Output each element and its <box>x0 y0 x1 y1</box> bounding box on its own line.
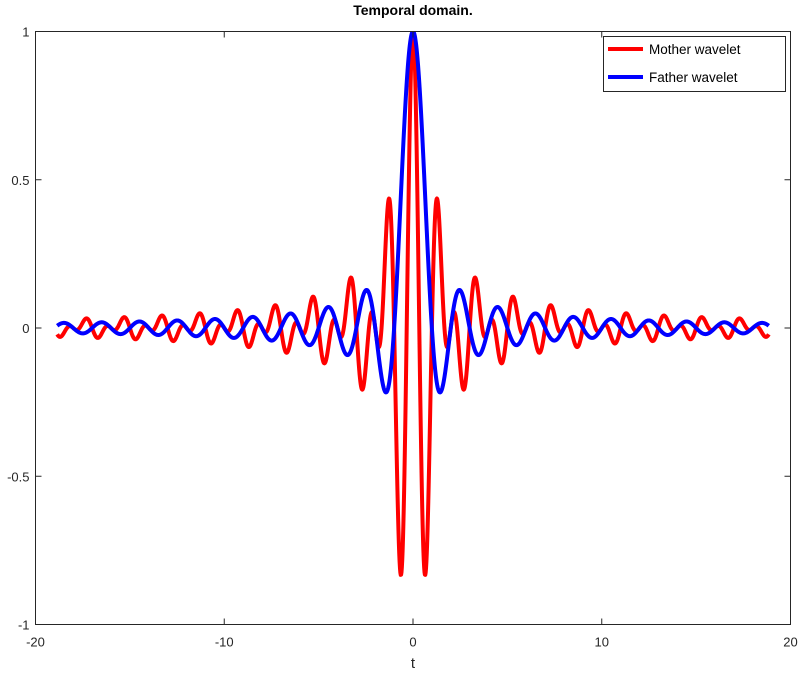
x-axis-label: t <box>411 655 416 672</box>
y-tick-label: 0 <box>22 321 29 336</box>
x-tick-label: -10 <box>215 635 234 650</box>
x-tick-label: 0 <box>409 635 416 650</box>
y-tick-label: -0.5 <box>7 469 29 484</box>
y-tick-label: 1 <box>22 25 29 40</box>
x-tick-label: 20 <box>783 635 797 650</box>
y-tick-label: -1 <box>18 618 30 633</box>
y-tick-label: 0.5 <box>11 173 29 188</box>
father-wavelet-line <box>55 32 771 395</box>
x-axis: -20 -10 0 10 20 <box>26 31 798 650</box>
legend-box <box>603 36 786 92</box>
legend: Mother wavelet Father wavelet <box>603 36 786 92</box>
mother-wavelet-line <box>55 32 771 577</box>
y-axis: -1 -0.5 0 0.5 1 <box>7 25 791 633</box>
x-tick-label: 10 <box>595 635 609 650</box>
x-tick-label: -20 <box>26 635 45 650</box>
axes-background <box>35 31 791 625</box>
legend-label-mother: Mother wavelet <box>649 42 741 57</box>
chart-title: Temporal domain. <box>353 2 473 18</box>
plot-area: -20 -10 0 10 20 -1 -0.5 0 0.5 1 <box>7 25 798 650</box>
legend-label-father: Father wavelet <box>649 70 738 85</box>
